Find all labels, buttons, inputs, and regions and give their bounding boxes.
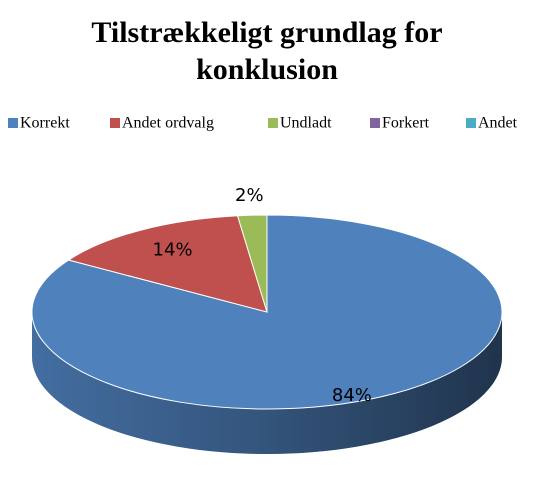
slice-side-shade: [32, 312, 502, 454]
legend-swatch: [8, 118, 18, 128]
slice: [236, 214, 268, 313]
slice: [67, 215, 268, 313]
legend-label: Andet: [478, 115, 518, 132]
data-label: 84%: [332, 385, 372, 406]
legend-label: Korrekt: [20, 115, 70, 132]
legend-swatch: [370, 118, 380, 128]
data-label: 14%: [153, 240, 193, 261]
legend-label: Andet ordvalg: [122, 115, 214, 132]
chart-title: Tilstrækkeligt grundlag for konklusion: [91, 16, 443, 86]
data-label: 2%: [235, 185, 264, 206]
legend-swatch: [268, 118, 278, 128]
legend-swatch: [110, 118, 120, 128]
legend-swatch: [466, 118, 476, 128]
legend-label: Undladt: [280, 115, 332, 132]
legend-label: Forkert: [382, 115, 430, 132]
